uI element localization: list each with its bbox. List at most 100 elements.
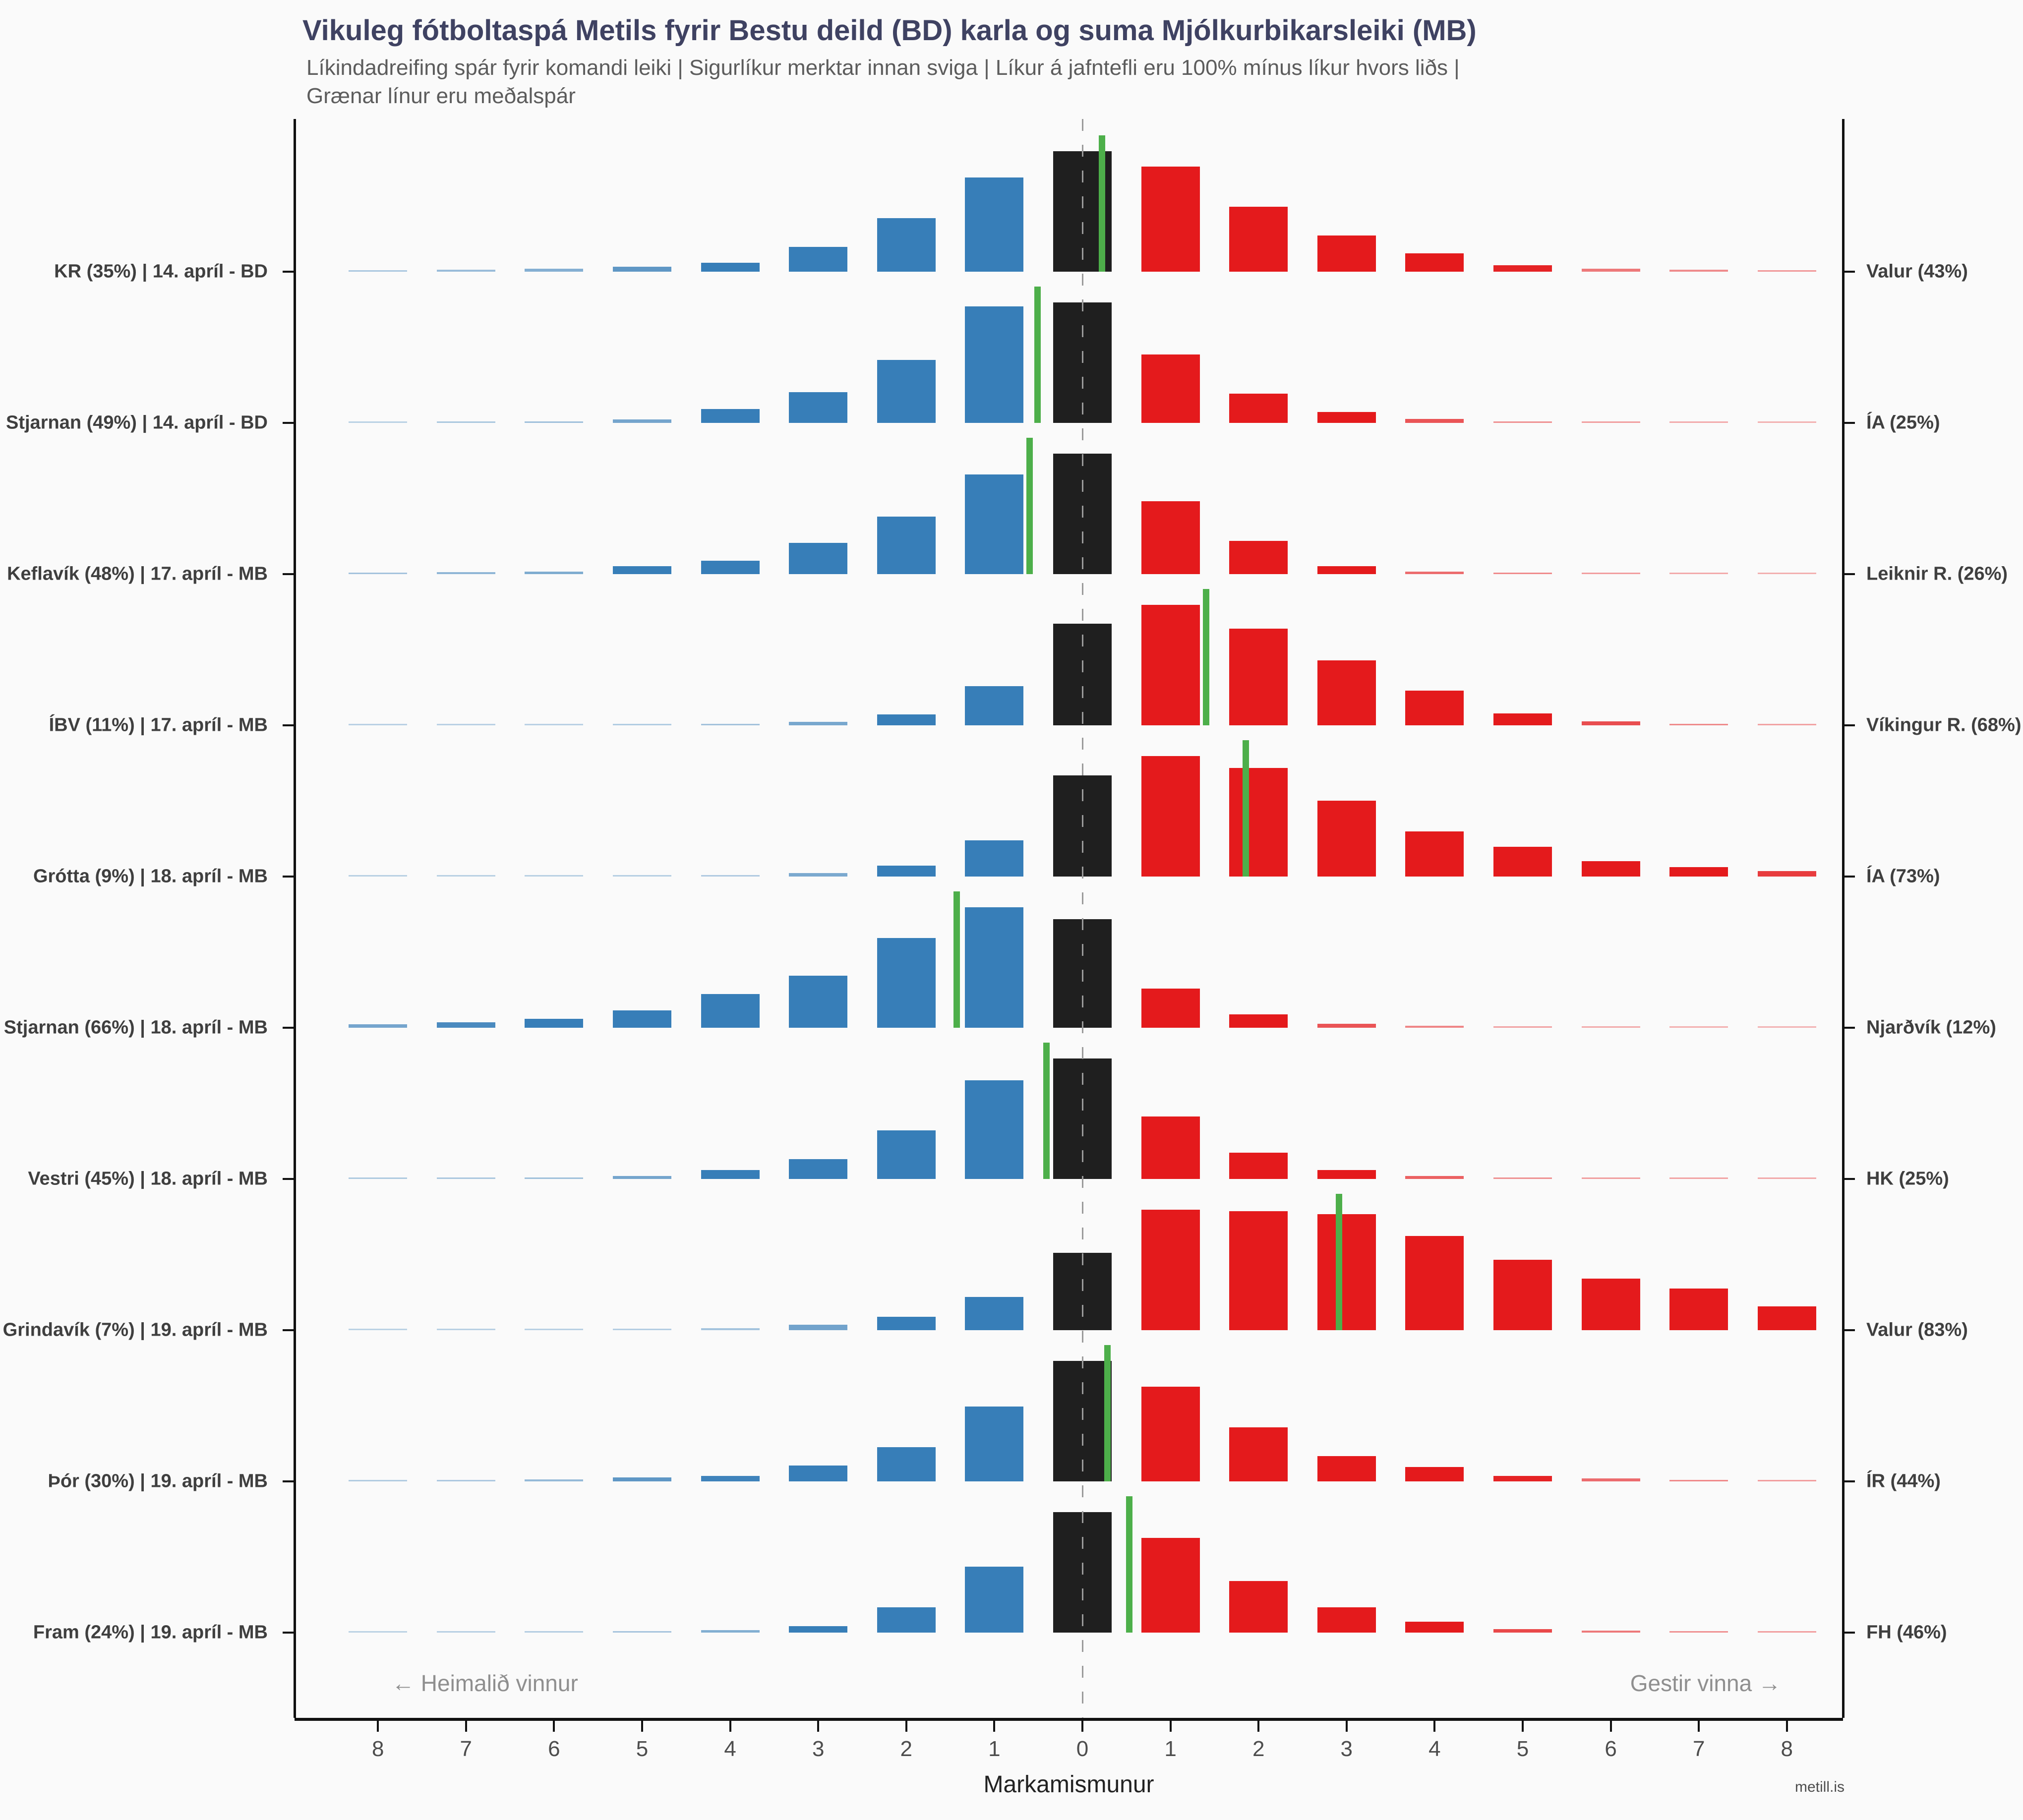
home-team-label: Vestri (45%) | 18. apríl - MB bbox=[28, 1168, 268, 1189]
away-win-probability-bar bbox=[1317, 801, 1376, 877]
chart-subtitle-line2: Grænar línur eru meðalspár bbox=[306, 84, 576, 108]
chart-subtitle-line1: Líkindadreifing spár fyrir komandi leiki… bbox=[306, 56, 1460, 80]
away-win-probability-bar bbox=[1581, 1026, 1640, 1028]
mean-prediction-line bbox=[1026, 438, 1033, 574]
row-tick-left bbox=[283, 422, 294, 424]
mean-prediction-line bbox=[1202, 589, 1209, 725]
home-win-probability-bar bbox=[613, 1631, 671, 1633]
home-win-probability-bar bbox=[349, 875, 408, 877]
home-team-label: KR (35%) | 14. apríl - BD bbox=[54, 261, 268, 282]
away-win-probability-bar bbox=[1757, 573, 1816, 574]
home-team-label: Keflavík (48%) | 17. apríl - MB bbox=[7, 563, 268, 585]
x-axis-tick-label: 7 bbox=[460, 1737, 473, 1761]
away-win-probability-bar bbox=[1757, 1631, 1816, 1633]
row-tick-left bbox=[283, 1329, 294, 1331]
home-win-probability-bar bbox=[349, 573, 408, 574]
home-win-probability-bar bbox=[436, 1329, 495, 1330]
left-axis-spine bbox=[294, 119, 296, 1718]
x-axis-tick bbox=[553, 1721, 555, 1732]
away-win-probability-bar bbox=[1493, 265, 1552, 272]
match-row-band bbox=[295, 725, 1843, 877]
away-win-probability-bar bbox=[1581, 1278, 1640, 1330]
home-win-probability-bar bbox=[965, 1567, 1024, 1633]
away-win-probability-bar bbox=[1141, 501, 1200, 574]
home-win-probability-bar bbox=[877, 1447, 936, 1481]
home-win-probability-bar bbox=[613, 1010, 671, 1028]
away-win-probability-bar bbox=[1405, 1235, 1464, 1330]
x-axis-tick-label: 8 bbox=[371, 1737, 384, 1761]
home-win-probability-bar bbox=[349, 270, 408, 272]
away-win-probability-bar bbox=[1141, 989, 1200, 1028]
away-win-probability-bar bbox=[1581, 573, 1640, 574]
away-team-label: ÍA (73%) bbox=[1866, 866, 1940, 887]
mean-prediction-line bbox=[1242, 740, 1249, 877]
row-tick-right bbox=[1844, 422, 1855, 424]
home-win-probability-bar bbox=[789, 1626, 848, 1633]
away-win-probability-bar bbox=[1229, 207, 1288, 272]
home-win-probability-bar bbox=[436, 1480, 495, 1481]
away-win-probability-bar bbox=[1229, 628, 1288, 725]
x-axis-tick bbox=[465, 1721, 467, 1732]
away-win-probability-bar bbox=[1229, 1211, 1288, 1330]
home-win-probability-bar bbox=[525, 1631, 584, 1633]
away-win-probability-bar bbox=[1493, 1177, 1552, 1179]
away-win-probability-bar bbox=[1757, 1026, 1816, 1028]
x-axis-tick bbox=[1698, 1721, 1700, 1732]
home-team-label: Stjarnan (49%) | 14. apríl - BD bbox=[6, 412, 268, 433]
away-win-probability-bar bbox=[1141, 354, 1200, 423]
away-win-probability-bar bbox=[1229, 1427, 1288, 1481]
x-axis-tick bbox=[905, 1721, 907, 1732]
home-team-label: Grótta (9%) | 18. apríl - MB bbox=[33, 866, 268, 887]
away-win-probability-bar bbox=[1229, 393, 1288, 423]
away-win-probability-bar bbox=[1493, 421, 1552, 423]
away-win-probability-bar bbox=[1669, 1026, 1728, 1028]
home-win-probability-bar bbox=[613, 267, 671, 272]
away-win-probability-bar bbox=[1669, 723, 1728, 725]
home-win-probability-bar bbox=[349, 724, 408, 725]
away-win-probability-bar bbox=[1141, 1116, 1200, 1179]
home-win-probability-bar bbox=[436, 1177, 495, 1179]
away-win-probability-bar bbox=[1317, 566, 1376, 574]
home-win-probability-bar bbox=[525, 1018, 584, 1028]
x-axis-tick bbox=[1433, 1721, 1436, 1732]
home-win-probability-bar bbox=[525, 421, 584, 423]
home-win-probability-bar bbox=[965, 474, 1024, 574]
row-tick-right bbox=[1844, 1178, 1855, 1180]
home-win-probability-bar bbox=[349, 1480, 408, 1481]
home-win-probability-bar bbox=[436, 421, 495, 423]
away-win-probability-bar bbox=[1317, 1023, 1376, 1028]
match-row-band bbox=[295, 120, 1843, 272]
x-axis-tick-label: 2 bbox=[900, 1737, 913, 1761]
x-axis-tick bbox=[1609, 1721, 1612, 1732]
away-win-probability-bar bbox=[1405, 253, 1464, 272]
away-win-probability-bar bbox=[1229, 767, 1288, 877]
x-axis-tick bbox=[641, 1721, 643, 1732]
home-win-probability-bar bbox=[965, 840, 1024, 877]
row-tick-right bbox=[1844, 1632, 1855, 1634]
away-win-probability-bar bbox=[1493, 713, 1552, 725]
home-win-probability-bar bbox=[613, 419, 671, 423]
home-win-probability-bar bbox=[701, 1630, 760, 1633]
away-win-probability-bar bbox=[1757, 1480, 1816, 1481]
x-axis-tick-label: 1 bbox=[988, 1737, 1001, 1761]
home-win-probability-bar bbox=[789, 722, 848, 725]
away-win-probability-bar bbox=[1581, 269, 1640, 272]
chart-title: Vikuleg fótboltaspá Metils fyrir Bestu d… bbox=[302, 14, 1477, 47]
away-team-label: Valur (43%) bbox=[1866, 261, 1968, 282]
plot-area bbox=[283, 119, 1855, 1718]
home-win-probability-bar bbox=[525, 1479, 584, 1481]
away-win-probability-bar bbox=[1757, 270, 1816, 272]
x-axis-tick-label: 8 bbox=[1781, 1737, 1793, 1761]
row-tick-left bbox=[283, 1480, 294, 1482]
away-win-probability-bar bbox=[1317, 1607, 1376, 1633]
away-team-label: Valur (83%) bbox=[1866, 1319, 1968, 1341]
home-win-probability-bar bbox=[349, 421, 408, 423]
home-win-probability-bar bbox=[525, 571, 584, 574]
home-team-label: ÍBV (11%) | 17. apríl - MB bbox=[49, 714, 268, 736]
away-win-probability-bar bbox=[1405, 1176, 1464, 1179]
home-win-probability-bar bbox=[701, 875, 760, 877]
away-win-probability-bar bbox=[1141, 756, 1200, 877]
away-win-probability-bar bbox=[1581, 1177, 1640, 1179]
x-axis-tick bbox=[1345, 1721, 1348, 1732]
x-axis-tick-label: 4 bbox=[724, 1737, 736, 1761]
